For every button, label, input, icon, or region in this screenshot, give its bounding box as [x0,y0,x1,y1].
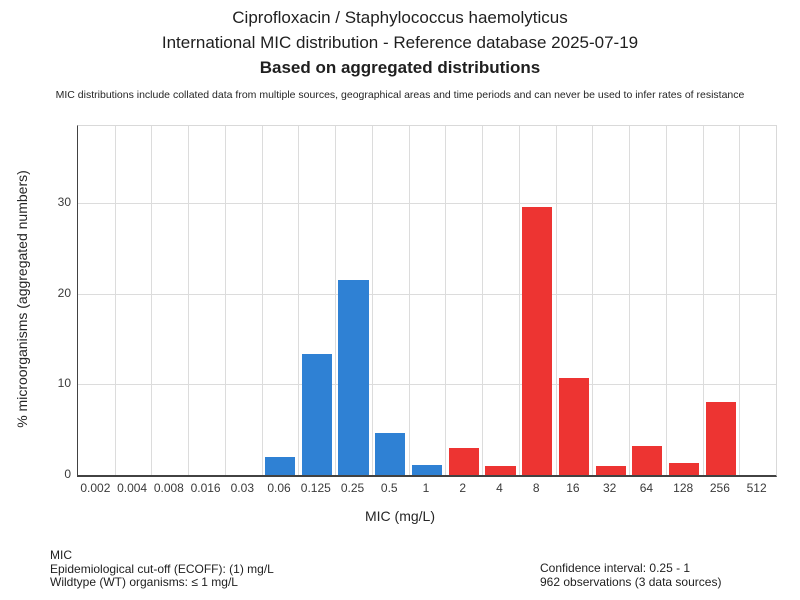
bar-mic-64 [632,446,663,475]
vertical-gridline [298,126,300,475]
x-tick-0.25: 0.25 [340,481,365,495]
vertical-gridline [665,126,667,475]
footer-right: Confidence interval: 0.25 - 1 962 observ… [540,561,722,589]
footer-confidence-interval: Confidence interval: 0.25 - 1 [540,561,691,575]
bar-mic-128 [669,463,700,475]
vertical-gridline [335,126,337,475]
x-tick-8: 8 [532,481,540,495]
y-tick-10: 10 [57,376,71,391]
footer-mic-label: MIC [50,548,72,562]
x-tick-4: 4 [496,481,503,495]
vertical-gridline [445,126,447,475]
footer-left: MIC Epidemiological cut-off (ECOFF): (1)… [50,548,274,590]
x-tick-16: 16 [566,481,580,495]
x-tick-512: 512 [746,481,767,495]
y-tick-20: 20 [57,285,71,300]
footer-observations: 962 observations (3 data sources) [540,574,722,589]
chart-title-line2: International MIC distribution - Referen… [161,33,639,52]
vertical-gridline [408,126,410,475]
y-tick-0: 0 [64,467,71,481]
x-tick-256: 256 [709,481,730,495]
bar-mic-256 [705,402,736,475]
vertical-gridline [188,126,190,475]
x-tick-2: 2 [459,481,467,495]
footer-wildtype-text: Wildtype (WT) organisms: ≤ 1 mg/L [50,575,238,589]
x-tick-0.03: 0.03 [230,481,254,495]
bar-mic-16 [558,378,589,475]
vertical-gridline [739,126,741,475]
bar-mic-2 [448,447,479,475]
vertical-gridline [592,126,594,475]
x-tick-32: 32 [602,481,617,495]
vertical-gridline [518,126,520,475]
x-tick-64: 64 [639,481,654,495]
x-tick-1: 1 [422,481,430,495]
vertical-gridline [151,126,153,475]
vertical-gridline [224,126,226,475]
vertical-gridline [629,126,631,475]
x-tick-0.5: 0.5 [380,481,398,495]
bar-mic-0.125 [301,354,332,475]
y-tick-30: 30 [57,195,71,210]
x-tick-128: 128 [673,481,694,495]
vertical-gridline [261,126,263,475]
x-tick-0.004: 0.004 [117,481,148,495]
chart-title-line1: Ciprofloxacin / Staphylococcus haemolyti… [232,8,568,27]
x-tick-0.016: 0.016 [190,481,221,495]
vertical-gridline [482,126,484,475]
x-tick-0.125: 0.125 [300,481,331,495]
vertical-gridline [555,126,557,475]
horizontal-gridline [78,293,776,295]
vertical-gridline [371,126,373,475]
bar-mic-0.25 [338,280,369,475]
vertical-gridline [114,126,116,475]
footer-ecoff-text: Epidemiological cut-off (ECOFF): (1) mg/… [50,561,274,576]
bar-mic-4 [485,465,516,475]
bar-mic-1 [411,465,443,475]
chart-title-line3: Based on aggregated distributions [259,58,541,77]
bar-mic-0.5 [375,433,406,475]
x-tick-0.008: 0.008 [153,481,184,495]
x-axis-label: MIC (mg/L) [365,508,435,524]
bar-mic-32 [595,465,626,475]
bar-mic-0.06 [264,456,296,475]
bar-mic-8 [522,206,553,475]
vertical-gridline [702,126,704,475]
x-tick-0.06: 0.06 [267,481,291,495]
horizontal-gridline [78,384,776,386]
chart-disclaimer: MIC distributions include collated data … [55,89,745,101]
horizontal-gridline [78,203,776,205]
plot-area [77,125,777,477]
x-tick-0.002: 0.002 [80,481,111,495]
